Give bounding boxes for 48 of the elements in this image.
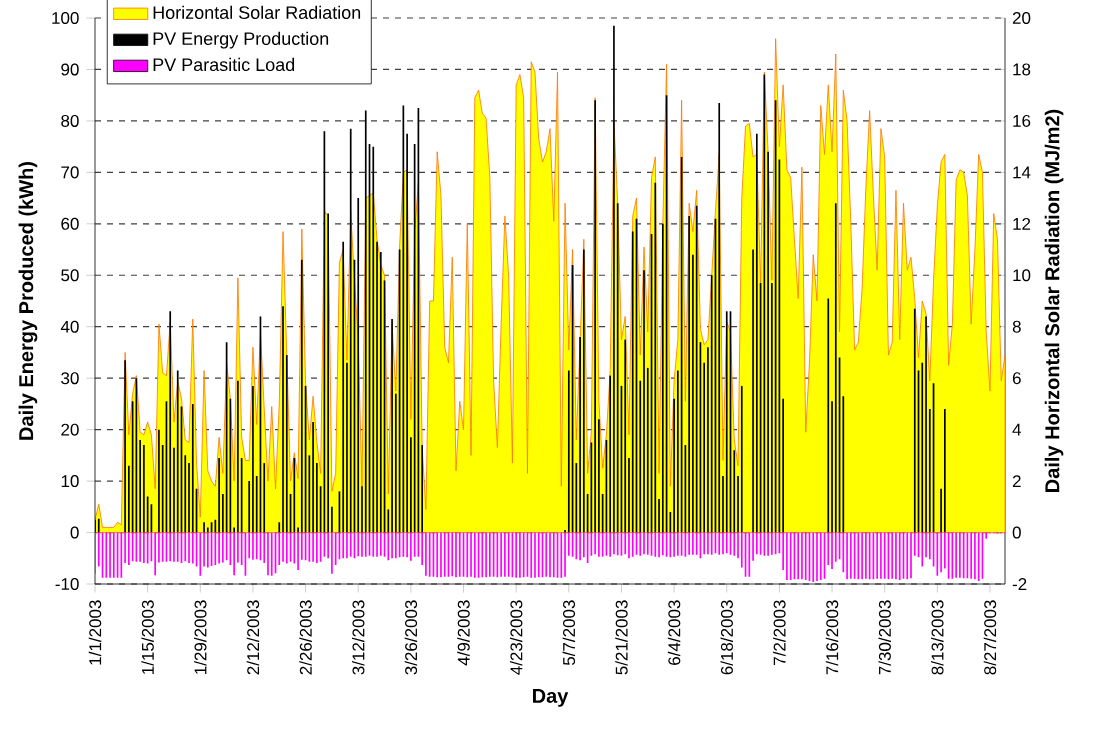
y2-tick-label: 8	[1012, 320, 1021, 333]
x-tick-label: 2/26/2003	[299, 600, 312, 675]
x-tick-label: 7/30/2003	[878, 600, 891, 675]
y2-tick-label: 6	[1012, 372, 1021, 385]
y2-tick-label: 16	[1013, 114, 1031, 127]
legend-label: PV Parasitic Load	[153, 57, 295, 72]
y-tick-label: 40	[60, 320, 79, 333]
x-tick-label: 3/26/2003	[404, 600, 418, 675]
y-tick-label: 0	[70, 526, 79, 539]
y-tick-label: 10	[61, 475, 79, 488]
x-tick-label: 1/1/2003	[88, 600, 102, 665]
x-tick-label: 4/23/2003	[509, 600, 523, 675]
y-axis-title: Daily Energy Produced (kWh)	[18, 161, 38, 440]
y-tick-label: 50	[61, 269, 79, 282]
y-tick-label: 20	[61, 423, 79, 436]
y-tick-label: -10	[55, 578, 79, 591]
y-tick-label: 90	[61, 63, 79, 76]
y-tick-label: 60	[61, 217, 79, 230]
x-tick-label: 8/13/2003	[931, 600, 944, 675]
x-tick-label: 3/12/2003	[351, 600, 365, 675]
y2-axis-title: Daily Horizontal Solar Radiation (MJ/m2)	[1044, 109, 1064, 492]
x-axis-title: Day	[533, 688, 569, 707]
y2-tick-label: 12	[1013, 217, 1031, 230]
y-tick-label: 30	[61, 372, 79, 385]
y-tick-label: 100	[52, 12, 79, 25]
legend-label: Horizontal Solar Radiation	[153, 5, 361, 19]
y2-tick-label: -2	[1012, 578, 1027, 590]
x-tick-label: 5/7/2003	[562, 600, 576, 666]
x-tick-label: 4/9/2003	[457, 600, 470, 666]
x-tick-label: 2/12/2003	[246, 600, 260, 675]
x-tick-label: 6/4/2003	[667, 600, 681, 665]
y2-tick-label: 14	[1013, 166, 1031, 179]
x-tick-label: 1/29/2003	[194, 600, 207, 674]
x-tick-label: 7/16/2003	[825, 600, 839, 675]
y2-tick-label: 4	[1012, 423, 1022, 436]
y2-tick-label: 2	[1012, 475, 1021, 488]
y-tick-label: 70	[61, 166, 79, 179]
y2-tick-label: 10	[1013, 269, 1031, 282]
y-tick-label: 80	[61, 114, 79, 127]
legend-label: PV Energy Production	[153, 31, 329, 49]
x-tick-label: 5/21/2003	[615, 600, 628, 675]
x-tick-label: 7/2/2003	[773, 600, 786, 665]
y2-tick-label: 18	[1013, 63, 1031, 76]
x-tick-label: 8/27/2003	[983, 600, 997, 675]
y2-tick-label: 0	[1012, 526, 1021, 539]
x-tick-label: 1/15/2003	[141, 600, 154, 674]
x-tick-label: 6/18/2003	[720, 600, 733, 675]
y2-tick-label: 20	[1012, 12, 1031, 25]
